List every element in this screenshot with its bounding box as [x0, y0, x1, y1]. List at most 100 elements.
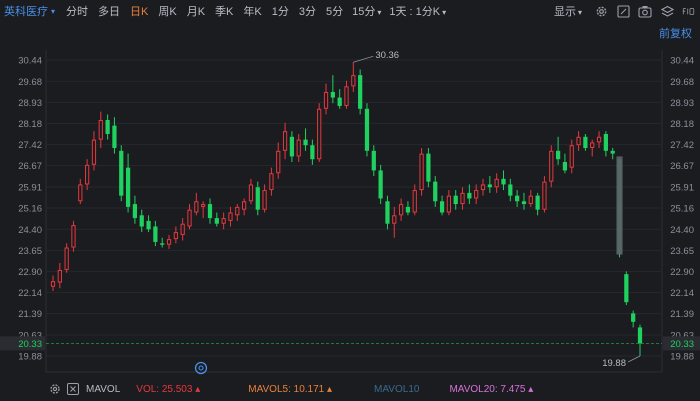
close-icon[interactable]: [66, 382, 80, 396]
candle[interactable]: [153, 220, 158, 247]
candle[interactable]: [392, 206, 397, 238]
candle[interactable]: [412, 184, 417, 216]
price-adjust-toggle[interactable]: 前复权: [659, 28, 692, 40]
candle[interactable]: [194, 192, 199, 216]
minute-period-dropdown[interactable]: 15分 ▾: [348, 3, 385, 19]
candle[interactable]: [282, 122, 288, 160]
period-tab-quarterly[interactable]: 季K: [215, 6, 234, 18]
candle[interactable]: [242, 198, 247, 216]
candle[interactable]: [535, 192, 540, 216]
period-tab-3min[interactable]: 3分: [298, 6, 316, 18]
candle[interactable]: [303, 128, 308, 151]
candle[interactable]: [474, 184, 479, 205]
candle[interactable]: [596, 131, 602, 149]
candle[interactable]: [269, 167, 274, 196]
candle[interactable]: [590, 139, 595, 157]
candle[interactable]: [433, 176, 438, 207]
candle[interactable]: [446, 190, 451, 216]
camera-icon[interactable]: [638, 4, 652, 18]
candle[interactable]: [351, 62, 356, 92]
indicator-name[interactable]: MAVOL: [86, 383, 121, 395]
candle[interactable]: [187, 204, 192, 230]
candle[interactable]: [289, 131, 295, 163]
candle[interactable]: [50, 275, 56, 291]
candle[interactable]: [78, 178, 83, 205]
candle[interactable]: [221, 212, 226, 230]
candle[interactable]: [57, 262, 62, 289]
candle[interactable]: [631, 310, 636, 328]
candle[interactable]: [364, 103, 370, 157]
candle[interactable]: [132, 195, 138, 224]
settings-gear-icon[interactable]: [48, 382, 62, 396]
candle[interactable]: [542, 176, 547, 213]
candle[interactable]: [228, 206, 233, 227]
candle[interactable]: [624, 271, 629, 305]
period-tab-weekly[interactable]: 周K: [158, 6, 177, 18]
candle[interactable]: [460, 187, 465, 210]
candle[interactable]: [255, 181, 260, 216]
candle[interactable]: [214, 212, 219, 227]
candle[interactable]: [419, 148, 424, 196]
event-marker-icon[interactable]: [194, 361, 208, 375]
candle[interactable]: [480, 178, 486, 196]
candle[interactable]: [119, 145, 124, 202]
candle[interactable]: [85, 159, 90, 191]
candle[interactable]: [610, 148, 615, 160]
candle[interactable]: [405, 201, 411, 216]
period-tab-yearly[interactable]: 年K: [243, 6, 262, 18]
candle[interactable]: [91, 131, 97, 171]
candle[interactable]: [173, 226, 178, 244]
period-tab-5min[interactable]: 5分: [325, 6, 344, 18]
candle[interactable]: [487, 176, 492, 193]
candle[interactable]: [160, 237, 165, 248]
candle[interactable]: [501, 170, 506, 191]
settings-gear-icon[interactable]: [594, 4, 608, 18]
candle[interactable]: [453, 190, 458, 210]
candle[interactable]: [439, 195, 445, 216]
candle[interactable]: [296, 134, 301, 163]
candle[interactable]: [549, 145, 554, 188]
candle[interactable]: [71, 220, 76, 252]
candle[interactable]: [139, 209, 144, 233]
candle[interactable]: [562, 153, 568, 174]
candle[interactable]: [344, 80, 349, 109]
period-tab-monthly[interactable]: 月K: [186, 6, 206, 18]
candle[interactable]: [98, 111, 103, 149]
f10-icon[interactable]: [682, 4, 696, 18]
candle[interactable]: [521, 192, 527, 210]
candle[interactable]: [528, 190, 533, 207]
period-tab-intraday[interactable]: 分时: [66, 6, 89, 18]
layers-icon[interactable]: [660, 4, 674, 18]
candle[interactable]: [207, 198, 213, 224]
period-tab-daily[interactable]: 日K: [130, 6, 149, 18]
candle[interactable]: [112, 117, 117, 154]
candle[interactable]: [358, 69, 363, 115]
multi-period-dropdown[interactable]: 1天 : 1分K ▾: [385, 3, 450, 19]
draw-tool-icon[interactable]: [616, 4, 630, 18]
candle[interactable]: [330, 75, 335, 104]
candle[interactable]: [426, 148, 431, 188]
candle[interactable]: [494, 173, 499, 193]
candle[interactable]: [201, 201, 206, 219]
candle[interactable]: [555, 136, 561, 165]
candle[interactable]: [569, 139, 574, 174]
candle[interactable]: [125, 153, 131, 213]
candle[interactable]: [398, 198, 404, 221]
candle[interactable]: [583, 134, 588, 151]
candle[interactable]: [276, 142, 281, 179]
candle[interactable]: [637, 324, 643, 356]
candle[interactable]: [385, 195, 390, 230]
display-dropdown[interactable]: 显示 ▾: [550, 3, 586, 19]
stock-selector[interactable]: 英科医疗 ▾: [0, 3, 61, 19]
candle[interactable]: [371, 145, 376, 177]
candle[interactable]: [166, 234, 172, 249]
candle[interactable]: [515, 190, 520, 207]
candle[interactable]: [310, 139, 315, 165]
candle[interactable]: [146, 215, 151, 233]
candle[interactable]: [235, 204, 240, 221]
candle[interactable]: [64, 243, 69, 273]
candle[interactable]: [576, 131, 581, 151]
candle[interactable]: [337, 89, 342, 109]
candle[interactable]: [467, 184, 472, 205]
period-tab-1min[interactable]: 1分: [271, 6, 289, 18]
